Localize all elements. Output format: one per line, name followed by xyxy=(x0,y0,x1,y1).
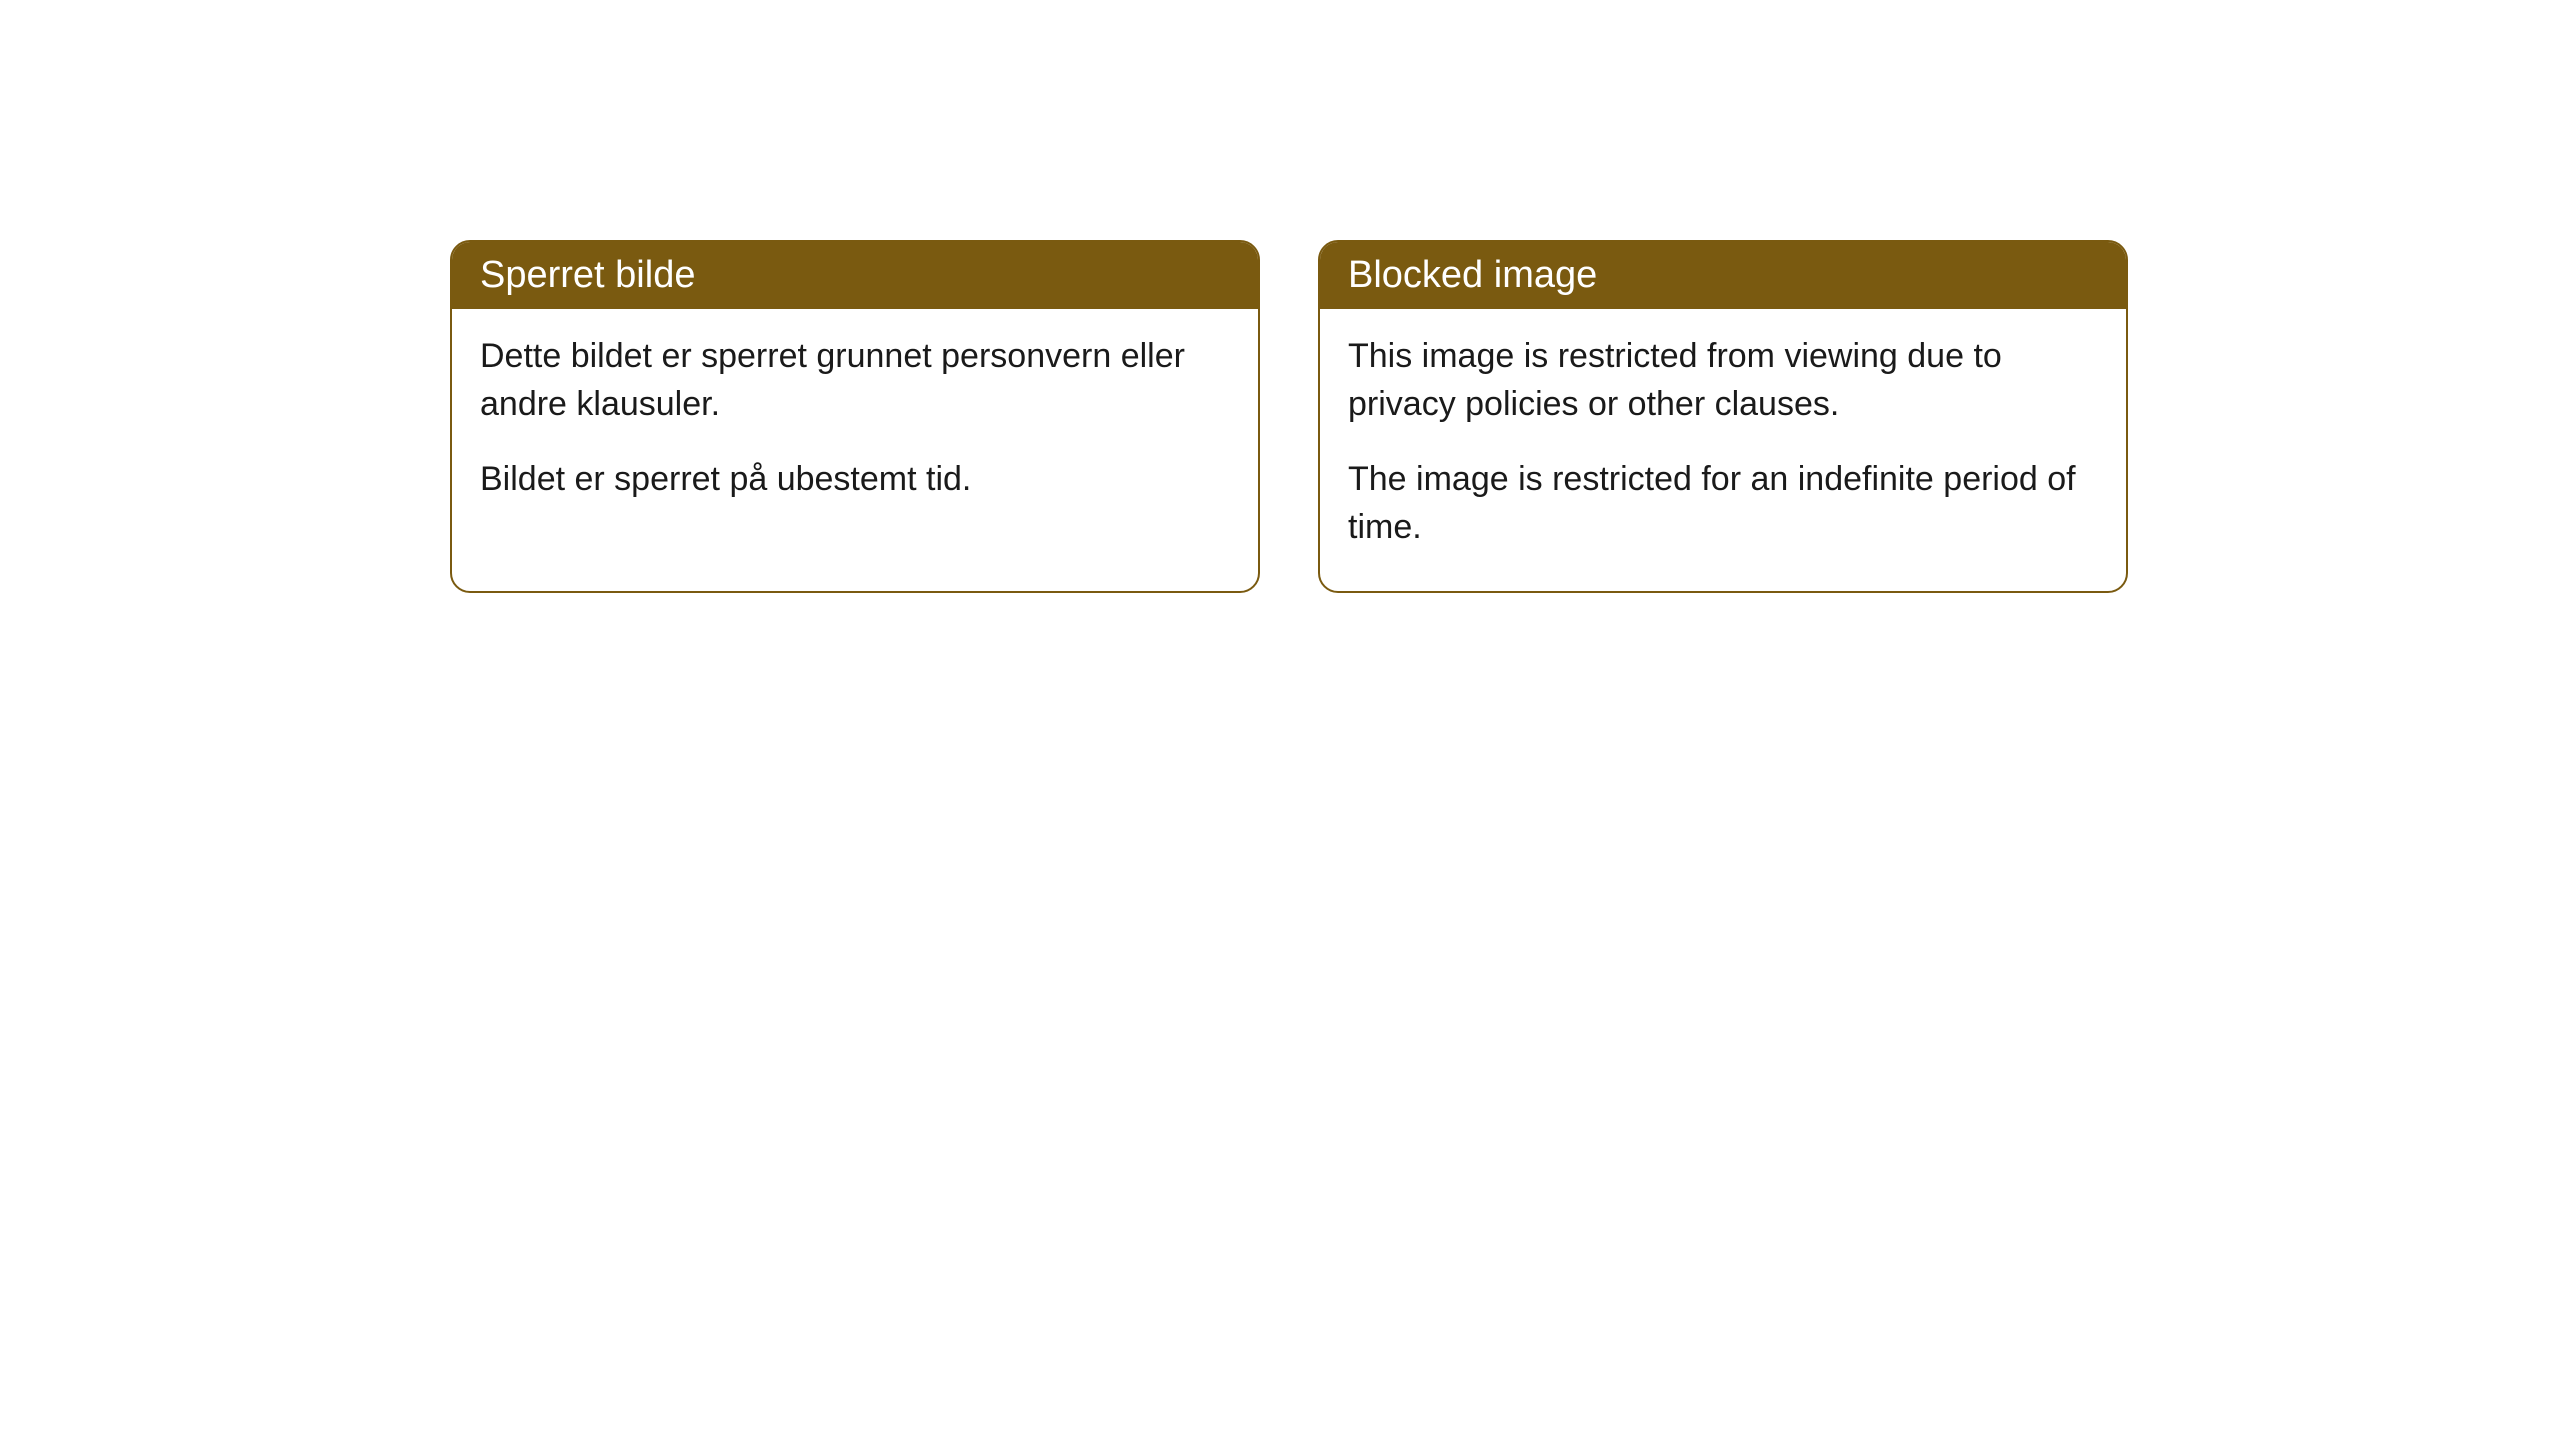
blocked-image-card-english: Blocked image This image is restricted f… xyxy=(1318,240,2128,593)
card-paragraph-2: Bildet er sperret på ubestemt tid. xyxy=(480,456,1230,504)
card-title: Sperret bilde xyxy=(480,254,695,296)
card-paragraph-1: Dette bildet er sperret grunnet personve… xyxy=(480,333,1230,428)
notification-cards-container: Sperret bilde Dette bildet er sperret gr… xyxy=(450,240,2560,593)
card-header-english: Blocked image xyxy=(1320,242,2126,309)
card-paragraph-2: The image is restricted for an indefinit… xyxy=(1348,456,2098,551)
card-header-norwegian: Sperret bilde xyxy=(452,242,1258,309)
blocked-image-card-norwegian: Sperret bilde Dette bildet er sperret gr… xyxy=(450,240,1260,593)
card-title: Blocked image xyxy=(1348,254,1597,296)
card-body-english: This image is restricted from viewing du… xyxy=(1320,309,2126,591)
card-body-norwegian: Dette bildet er sperret grunnet personve… xyxy=(452,309,1258,544)
card-paragraph-1: This image is restricted from viewing du… xyxy=(1348,333,2098,428)
